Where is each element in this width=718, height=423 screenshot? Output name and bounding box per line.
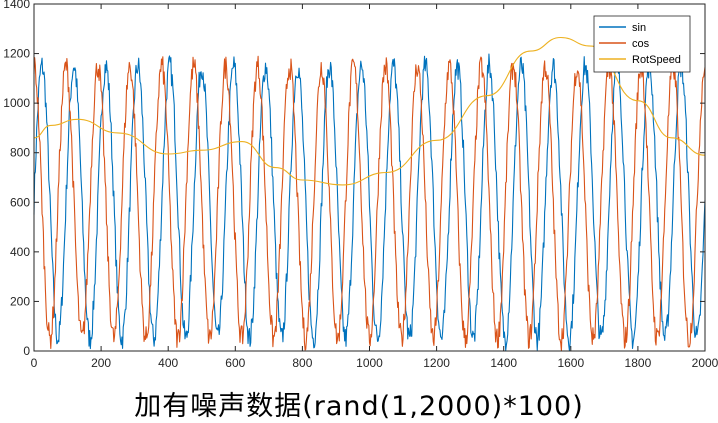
- x-tick-label: 800: [292, 356, 312, 370]
- y-tick-label: 1200: [3, 47, 30, 61]
- x-tick-label: 1000: [356, 356, 383, 370]
- chart-caption: 加有噪声数据(rand(1,2000)*100): [134, 391, 584, 422]
- y-tick-label: 0: [23, 344, 30, 358]
- x-tick-label: 200: [91, 356, 111, 370]
- y-tick-label: 600: [10, 195, 30, 209]
- x-tick-label: 1400: [490, 356, 517, 370]
- y-tick-label: 200: [10, 294, 30, 308]
- x-tick-label: 1200: [423, 356, 450, 370]
- x-tick-label: 1800: [625, 356, 652, 370]
- legend-box: [593, 15, 691, 73]
- y-axis: 0 200 400 600 800 1000 1200 1400: [3, 0, 705, 358]
- plot-area: [34, 4, 705, 351]
- y-tick-label: 400: [10, 245, 30, 259]
- series-line-sin: [33, 53, 706, 352]
- x-tick-label: 400: [158, 356, 178, 370]
- x-tick-label: 600: [225, 356, 245, 370]
- y-tick-label: 1400: [3, 0, 30, 11]
- y-tick-label: 800: [10, 146, 30, 160]
- x-tick-label: 2000: [692, 356, 718, 370]
- legend-label-cos: cos: [632, 38, 650, 50]
- legend: sin cos RotSpeed: [593, 15, 691, 73]
- x-tick-label: 0: [31, 356, 38, 370]
- x-tick-label: 1600: [557, 356, 584, 370]
- legend-label-rotspeed: RotSpeed: [632, 54, 681, 66]
- y-tick-label: 1000: [3, 96, 30, 110]
- x-axis: 0 200 400 600 800 1000 1200 1400 1600 1800 2000: [31, 4, 718, 370]
- series-line-cos: [33, 55, 706, 352]
- legend-label-sin: sin: [632, 22, 646, 34]
